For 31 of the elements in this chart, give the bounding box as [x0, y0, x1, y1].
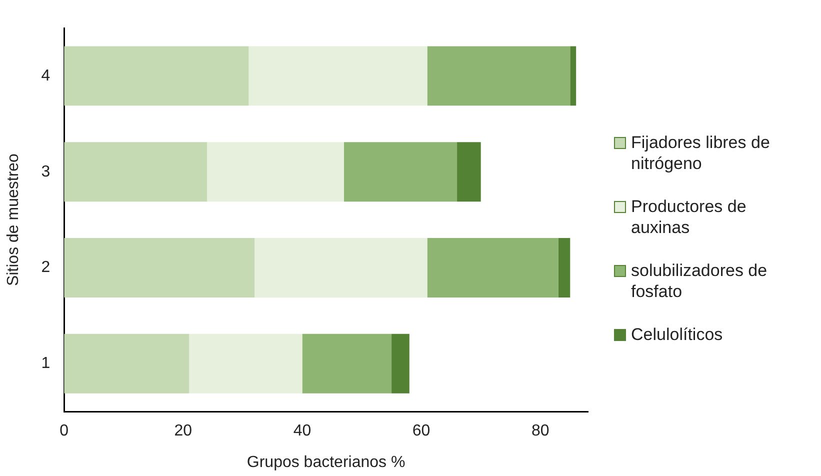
- bar: [189, 334, 302, 394]
- bar: [427, 46, 570, 106]
- legend-label: solubilizadores de fosfato: [631, 260, 768, 302]
- x-tick-label: 0: [60, 422, 69, 440]
- bar: [248, 46, 428, 106]
- y-tick-label: 2: [41, 259, 50, 276]
- x-tick-label: 40: [293, 422, 312, 440]
- bar: [206, 142, 344, 202]
- y-tick-label: 4: [41, 67, 50, 84]
- bar: [64, 334, 190, 394]
- x-tick-label: 20: [174, 422, 192, 440]
- bar: [570, 46, 576, 106]
- bar: [344, 142, 458, 202]
- bar: [427, 238, 558, 298]
- bar: [302, 334, 392, 394]
- legend-label: Fijadores libres de nitrógeno: [631, 132, 771, 174]
- x-tick-label: 80: [531, 422, 550, 440]
- y-tick-label: 3: [41, 163, 50, 180]
- bar: [64, 238, 255, 298]
- y-axis-title: Sitios de muestreo: [5, 153, 22, 286]
- y-tick-label: 1: [41, 355, 50, 372]
- bar: [392, 334, 410, 394]
- x-axis-title: Grupos bacterianos %: [246, 454, 406, 471]
- bar: [64, 46, 249, 106]
- bar: [254, 238, 428, 298]
- bar: [64, 142, 207, 202]
- bar: [558, 238, 570, 298]
- legend-label: Productores de auxinas: [631, 196, 748, 238]
- x-tick-label: 60: [412, 422, 430, 440]
- bar: [457, 142, 481, 202]
- legend-label: Celulolíticos: [631, 324, 723, 344]
